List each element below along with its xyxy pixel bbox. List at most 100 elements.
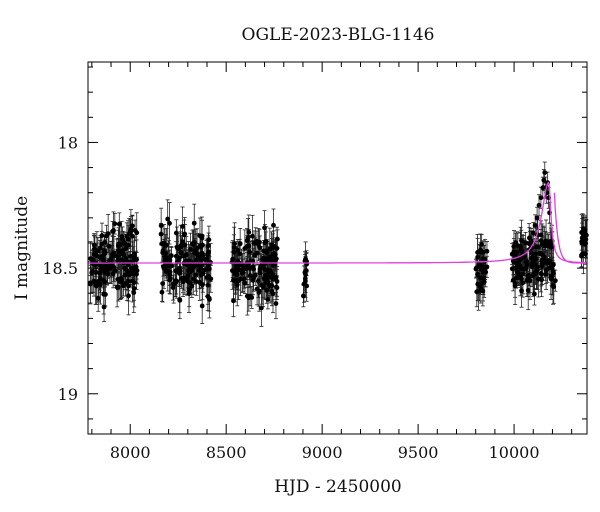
data-point xyxy=(122,272,128,278)
data-point xyxy=(131,286,137,291)
data-point xyxy=(475,272,480,277)
data-point xyxy=(260,284,266,290)
data-point xyxy=(269,274,275,280)
data-point xyxy=(273,274,279,280)
data-point xyxy=(194,245,200,251)
data-point xyxy=(538,271,544,276)
data-point xyxy=(238,276,243,282)
data-point xyxy=(530,273,536,279)
data-point xyxy=(163,269,169,275)
data-point xyxy=(267,246,273,252)
data-point xyxy=(275,236,280,242)
data-point xyxy=(112,221,118,227)
data-point xyxy=(532,262,538,267)
data-point xyxy=(484,248,490,254)
data-point xyxy=(128,226,134,232)
data-point xyxy=(302,270,308,275)
data-point xyxy=(206,237,212,243)
data-point xyxy=(97,255,103,260)
data-point xyxy=(165,216,171,222)
y-tick-label: 19 xyxy=(58,385,78,404)
data-point xyxy=(271,255,277,261)
data-point xyxy=(127,230,133,236)
model-curve-secondary xyxy=(553,192,587,264)
data-point xyxy=(160,264,166,269)
data-point xyxy=(581,251,586,257)
data-point xyxy=(101,248,107,253)
data-point xyxy=(519,248,525,253)
data-point xyxy=(303,256,308,262)
data-point xyxy=(130,270,136,276)
data-point xyxy=(550,283,556,288)
data-point xyxy=(541,243,547,249)
data-point xyxy=(186,287,192,293)
data-point xyxy=(480,269,486,275)
data-point xyxy=(116,251,122,257)
data-point xyxy=(114,284,120,290)
data-point xyxy=(520,280,526,286)
data-point xyxy=(533,244,539,250)
data-point xyxy=(178,249,184,255)
data-point xyxy=(175,244,181,250)
model-curve xyxy=(88,181,587,264)
data-point xyxy=(260,256,266,262)
data-point xyxy=(177,255,182,261)
data-point xyxy=(107,266,113,271)
data-point xyxy=(545,243,551,249)
data-point xyxy=(159,289,165,295)
data-point xyxy=(103,264,109,270)
data-point xyxy=(236,267,241,273)
data-point xyxy=(95,295,101,301)
data-point xyxy=(199,303,205,309)
data-point xyxy=(165,259,171,265)
data-point xyxy=(109,251,115,257)
data-point xyxy=(119,234,125,239)
data-point xyxy=(229,259,235,265)
data-point xyxy=(106,243,112,249)
data-point xyxy=(551,262,556,267)
data-point xyxy=(167,269,173,275)
data-point xyxy=(177,297,183,303)
data-point xyxy=(537,250,543,256)
data-point xyxy=(262,276,267,282)
data-point xyxy=(167,220,172,226)
data-point xyxy=(475,250,480,255)
data-point xyxy=(188,246,193,252)
data-point xyxy=(206,295,212,301)
data-point xyxy=(126,293,131,299)
data-point xyxy=(533,251,539,257)
y-axis-ticks: 18 18.5 19 xyxy=(42,66,587,420)
data-point xyxy=(273,301,279,306)
data-point xyxy=(532,222,538,228)
data-point xyxy=(517,257,523,263)
data-point xyxy=(159,241,165,247)
data-point xyxy=(539,258,545,263)
data-point xyxy=(191,264,197,270)
data-point xyxy=(541,177,547,183)
data-point xyxy=(231,277,236,283)
data-point xyxy=(518,266,524,272)
x-axis-ticks: 8000 8500 9000 9500 10000 xyxy=(91,62,573,462)
data-point xyxy=(176,265,182,271)
data-point xyxy=(196,268,202,273)
data-point xyxy=(244,238,250,243)
data-point xyxy=(264,287,270,293)
data-point xyxy=(536,202,542,208)
chart-title: OGLE-2023-BLG-1146 xyxy=(242,25,435,45)
data-point xyxy=(130,278,135,284)
data-point xyxy=(247,293,253,299)
data-point xyxy=(251,240,257,246)
data-point xyxy=(551,270,556,276)
data-point xyxy=(479,265,485,271)
data-point xyxy=(91,278,97,284)
data-point xyxy=(265,296,271,302)
data-point xyxy=(526,241,532,247)
data-point xyxy=(102,279,108,285)
data-point xyxy=(186,291,192,297)
data-point xyxy=(582,228,588,234)
data-point xyxy=(116,221,122,227)
data-point xyxy=(124,281,130,286)
data-point xyxy=(256,288,262,294)
data-point xyxy=(193,272,199,278)
